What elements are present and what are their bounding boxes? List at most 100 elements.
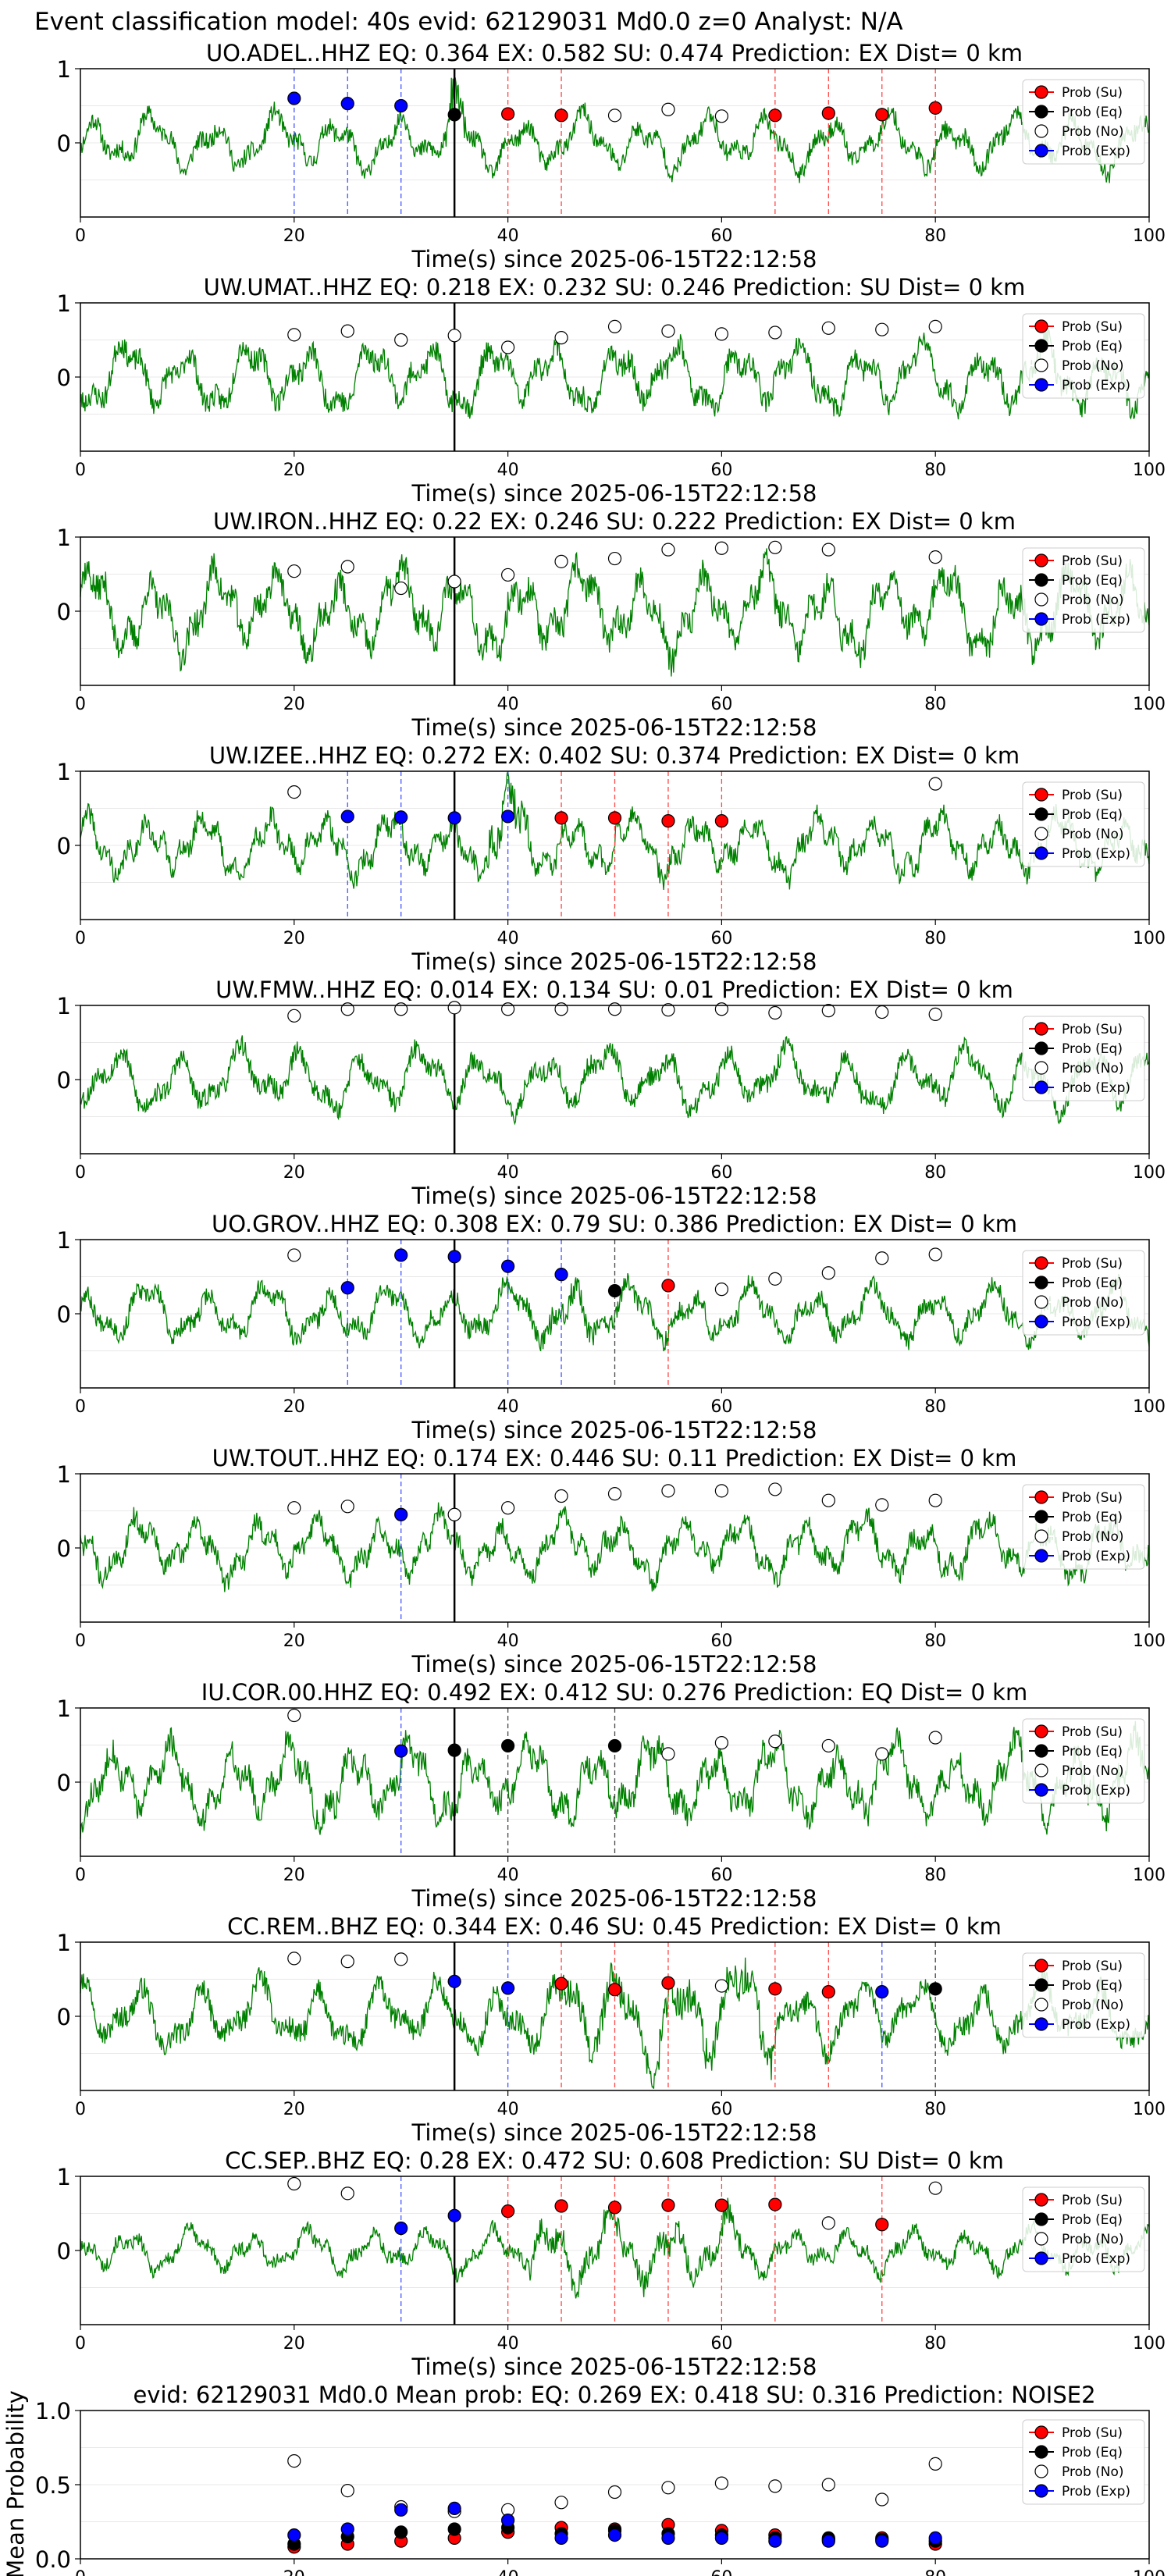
- panel-1: UO.ADEL..HHZ EQ: 0.364 EX: 0.582 SU: 0.4…: [57, 40, 1166, 272]
- prob-point: [394, 1248, 408, 1262]
- y-tick-label: 0: [57, 2238, 71, 2265]
- legend-label: Prob (Exp): [1062, 2017, 1130, 2033]
- legend-marker: [1034, 2464, 1048, 2478]
- prob-point: [661, 1003, 675, 1017]
- legend-marker: [1034, 1783, 1048, 1797]
- legend-marker: [1034, 1295, 1048, 1309]
- mean-point: [821, 2478, 835, 2492]
- mean-point: [875, 2492, 889, 2507]
- prob-point: [554, 109, 568, 123]
- prob-point: [928, 2181, 942, 2195]
- panel-2: UW.UMAT..HHZ EQ: 0.218 EX: 0.232 SU: 0.2…: [57, 274, 1166, 507]
- legend-marker: [1034, 1510, 1048, 1524]
- prob-point: [875, 1985, 889, 1999]
- legend-label: Prob (Exp): [1062, 144, 1130, 159]
- x-tick-label: 60: [710, 1397, 732, 1417]
- legend-label: Prob (Su): [1062, 553, 1123, 569]
- legend-marker: [1034, 788, 1048, 802]
- mean-point: [714, 2531, 729, 2545]
- x-tick-label: 20: [283, 2334, 305, 2354]
- prob-point: [500, 809, 515, 824]
- prob-point: [714, 1979, 729, 1993]
- legend-marker: [1034, 85, 1048, 99]
- x-tick-label: 0: [75, 1631, 86, 1651]
- x-tick-label: 40: [497, 1631, 519, 1651]
- x-axis-label: Time(s) since 2025-06-15T22:12:58: [411, 2354, 817, 2380]
- prob-point: [554, 1268, 568, 1282]
- x-tick-label: 80: [924, 226, 946, 246]
- x-tick-label: 100: [1133, 695, 1166, 714]
- prob-point: [500, 2204, 515, 2218]
- x-tick-label: 100: [1133, 1163, 1166, 1183]
- x-tick-label: 40: [497, 2334, 519, 2354]
- prob-point: [768, 1272, 782, 1286]
- prob-point: [447, 1743, 461, 1757]
- legend-label: Prob (Exp): [1062, 378, 1130, 393]
- x-tick-label: 0: [75, 695, 86, 714]
- legend-marker: [1034, 553, 1048, 568]
- legend-marker: [1034, 1490, 1048, 1504]
- legend-label: Prob (No): [1062, 358, 1124, 374]
- legend-marker: [1034, 2232, 1048, 2246]
- prob-point: [821, 1985, 835, 1999]
- y-tick-label: 0: [57, 1067, 71, 1094]
- x-tick-label: 20: [283, 695, 305, 714]
- mean-point: [607, 2528, 622, 2542]
- legend-marker: [1034, 1256, 1048, 1270]
- prob-point: [340, 324, 354, 338]
- x-tick-label: 0: [75, 1163, 86, 1183]
- legend-label: Prob (Su): [1062, 1022, 1123, 1037]
- legend-marker: [1034, 1978, 1048, 1992]
- x-tick-label: 100: [1133, 1397, 1166, 1417]
- figure-suptitle: Event classification model: 40s evid: 62…: [34, 8, 903, 36]
- prob-point: [607, 1283, 622, 1298]
- legend-label: Prob (No): [1062, 2232, 1124, 2247]
- prob-point: [340, 97, 354, 111]
- x-tick-label: 20: [283, 2568, 305, 2576]
- prob-point: [340, 1500, 354, 1514]
- mean-point: [661, 2481, 675, 2495]
- legend-label: Prob (Eq): [1062, 1510, 1123, 1525]
- legend-label: Prob (Eq): [1062, 1276, 1123, 1291]
- legend-marker: [1034, 1763, 1048, 1777]
- prob-point: [768, 1005, 782, 1020]
- prob-point: [928, 319, 942, 333]
- mean-point: [821, 2534, 835, 2548]
- prob-point: [394, 1507, 408, 1521]
- mean-point: [928, 2531, 942, 2545]
- y-tick-label: 1: [57, 759, 71, 785]
- panel-10: CC.SEP..BHZ EQ: 0.28 EX: 0.472 SU: 0.608…: [57, 2147, 1166, 2380]
- legend-marker: [1034, 2445, 1048, 2459]
- legend-marker: [1034, 2193, 1048, 2207]
- mean-point: [340, 2484, 354, 2498]
- prob-point: [287, 91, 301, 105]
- x-tick-label: 60: [710, 1163, 732, 1183]
- y-tick-label: 0: [57, 365, 71, 391]
- legend-marker: [1034, 2212, 1048, 2226]
- legend-label: Prob (Exp): [1062, 1315, 1130, 1330]
- prob-point: [554, 331, 568, 345]
- legend-label: Prob (Su): [1062, 1724, 1123, 1740]
- x-tick-label: 60: [710, 226, 732, 246]
- x-tick-label: 0: [75, 929, 86, 948]
- legend-label: Prob (Su): [1062, 1256, 1123, 1272]
- x-tick-label: 60: [710, 461, 732, 480]
- seismic-trace: [80, 548, 1150, 677]
- y-tick-label: 0: [57, 1770, 71, 1796]
- prob-point: [500, 1259, 515, 1273]
- legend-label: Prob (No): [1062, 124, 1124, 140]
- panel-title: evid: 62129031 Md0.0 Mean prob: EQ: 0.26…: [133, 2382, 1095, 2408]
- legend-label: Prob (Eq): [1062, 2445, 1123, 2460]
- legend-marker: [1034, 105, 1048, 119]
- x-axis-label: Time(s) since 2025-06-15T22:12:58: [411, 948, 817, 975]
- x-tick-label: 80: [924, 2334, 946, 2354]
- prob-point: [500, 568, 515, 582]
- x-axis-label: Time(s) since 2025-06-15T22:12:58: [411, 2119, 817, 2146]
- prob-point: [287, 1248, 301, 1262]
- y-tick-label: 0: [57, 1535, 71, 1562]
- x-tick-label: 40: [497, 695, 519, 714]
- panel-title: UO.GROV..HHZ EQ: 0.308 EX: 0.79 SU: 0.38…: [212, 1211, 1017, 1237]
- prob-point: [447, 108, 461, 122]
- x-tick-label: 100: [1133, 929, 1166, 948]
- mean-point: [340, 2522, 354, 2536]
